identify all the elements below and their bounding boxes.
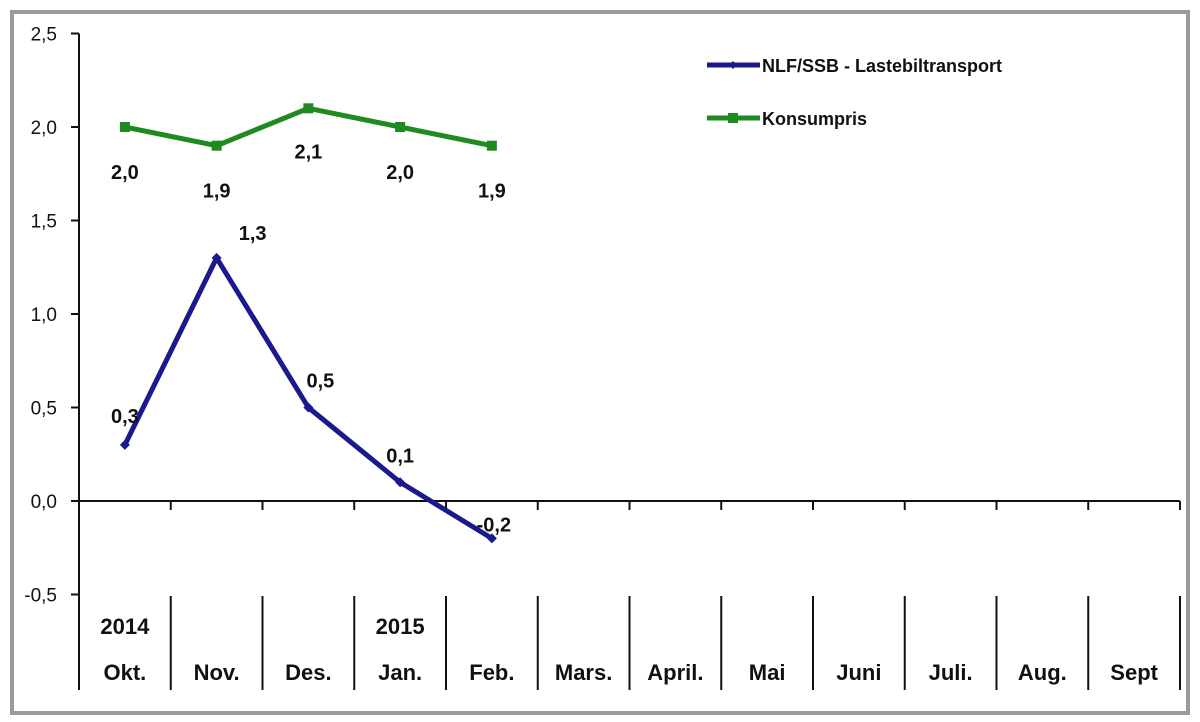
y-tick-label: 0,5	[31, 399, 57, 420]
data-point-marker	[303, 103, 314, 114]
category-label: Mars.	[555, 660, 612, 685]
data-point-marker	[119, 439, 130, 450]
category-label: Aug.	[1018, 660, 1067, 685]
data-point-marker	[395, 477, 406, 488]
legend-label: Konsumpris	[762, 109, 867, 129]
data-label: 2,1	[294, 141, 322, 163]
data-label: 2,0	[386, 162, 414, 184]
data-label: -0,2	[477, 514, 511, 536]
y-tick-label: -0,5	[24, 586, 57, 607]
data-label: 0,3	[111, 406, 139, 428]
category-label: Des.	[285, 660, 331, 685]
data-point-marker	[486, 533, 497, 544]
data-point-marker	[486, 140, 497, 151]
category-label: Jan.	[378, 660, 422, 685]
category-label: Mai	[749, 660, 786, 685]
y-tick-label: 1,5	[31, 212, 57, 233]
series-line-konsumpris	[124, 105, 493, 149]
category-label: Juli.	[929, 660, 973, 685]
category-label: Nov.	[194, 660, 240, 685]
data-point-marker	[211, 252, 222, 263]
data-point-marker	[395, 122, 406, 132]
y-tick-label: 1,0	[31, 305, 57, 326]
data-label: 0,5	[306, 371, 334, 393]
category-label: Juni	[836, 660, 881, 685]
category-label: April.	[647, 660, 703, 685]
category-label: Feb.	[469, 660, 514, 685]
year-label: 2015	[376, 614, 425, 639]
y-tick-label: 2,0	[31, 118, 57, 139]
y-tick-label: 2,5	[31, 25, 57, 46]
data-label: 1,9	[203, 181, 231, 203]
legend-marker	[729, 61, 737, 69]
series-line-lastebiltransport	[122, 255, 494, 541]
y-tick-label: 0,0	[31, 492, 57, 513]
data-label: 1,3	[239, 223, 267, 245]
data-point-marker	[119, 122, 130, 132]
legend-marker	[728, 113, 738, 123]
year-label: 2014	[100, 614, 150, 639]
data-label: 0,1	[386, 445, 414, 467]
data-label: 1,9	[478, 181, 506, 203]
legend-label: NLF/SSB - Lastebiltransport	[762, 56, 1002, 76]
data-point-marker	[303, 402, 314, 413]
data-label: 2,0	[111, 162, 139, 184]
category-label: Okt.	[103, 660, 146, 685]
data-point-marker	[211, 140, 222, 151]
chart-frame	[10, 10, 1190, 715]
category-label: Sept	[1110, 660, 1158, 685]
